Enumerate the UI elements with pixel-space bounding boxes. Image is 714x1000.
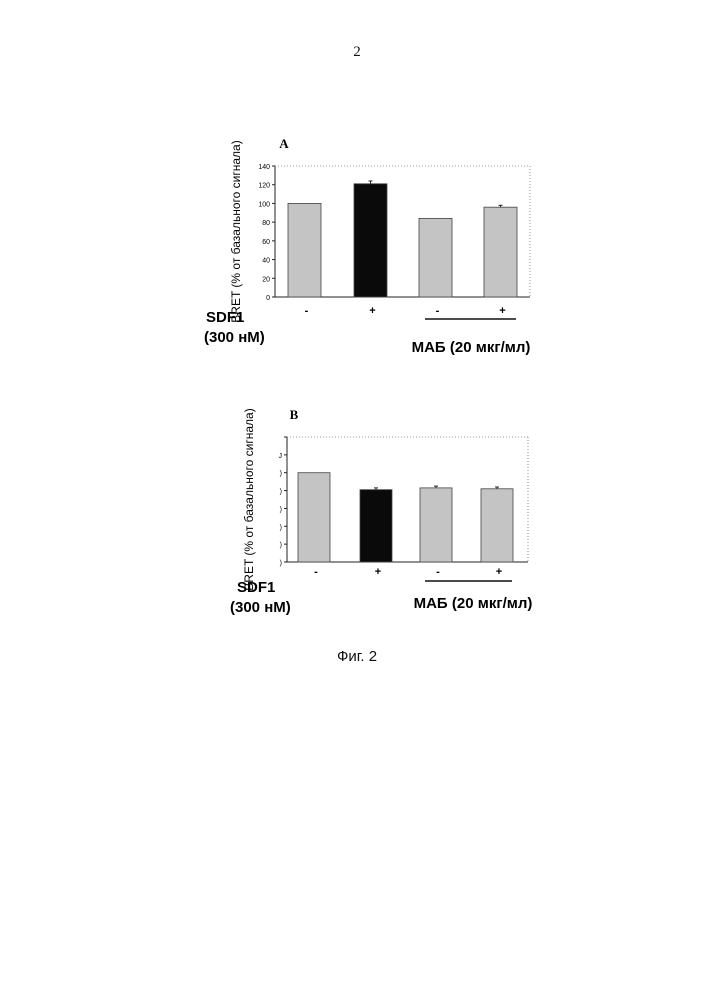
- category-label-a-0: -: [305, 305, 309, 317]
- bar-a-0: [288, 203, 321, 297]
- y-tick-label-b-3: ): [280, 506, 282, 513]
- y-tick-label-a-1: 20: [262, 276, 270, 283]
- factor-conc-a: (300 нМ): [204, 329, 265, 346]
- bar-a-2: [419, 218, 452, 297]
- category-label-a-2: -: [436, 305, 440, 317]
- category-label-b-0: -: [314, 566, 318, 578]
- y-tick-label-b-5: ): [280, 471, 282, 478]
- y-tick-label-b-4: ): [280, 489, 282, 496]
- group-label-b: МАБ (20 мкг/мл): [414, 595, 533, 612]
- category-label-b-1: +: [375, 566, 381, 578]
- bar-b-1: [360, 490, 392, 562]
- y-tick-label-b-6: J: [279, 453, 283, 460]
- bar-b-3: [481, 489, 513, 562]
- y-tick-label-a-0: 0: [266, 295, 270, 302]
- y-axis-title-a: BRET (% от базального сигнала): [229, 140, 243, 322]
- y-tick-label-a-2: 40: [262, 258, 270, 265]
- category-label-a-1: +: [369, 305, 375, 317]
- y-axis-title-b: BRET (% от базального сигнала): [242, 408, 256, 590]
- factor-label-a: SDF1: [206, 309, 244, 326]
- chart-b: B BRET (% от базального сигнала))))))) J - +…: [0, 0, 714, 640]
- y-tick-label-b-0: ): [280, 560, 282, 567]
- bar-b-0: [298, 473, 330, 562]
- page-number: 2: [0, 44, 714, 61]
- panel-label-b: B: [290, 407, 299, 422]
- y-tick-label-a-3: 60: [262, 239, 270, 246]
- panel-label-a: A: [279, 136, 289, 151]
- figure-caption: Фиг. 2: [0, 648, 714, 665]
- y-tick-label-a-7: 140: [258, 164, 270, 171]
- y-tick-label-a-5: 100: [258, 201, 270, 208]
- y-tick-label-b-1: ): [280, 542, 282, 549]
- factor-conc-b: (300 нМ): [230, 599, 291, 616]
- category-label-b-2: -: [436, 566, 440, 578]
- category-label-a-3: +: [499, 305, 505, 317]
- bar-b-2: [420, 488, 452, 562]
- bar-a-1: [354, 184, 387, 297]
- group-label-a: МАБ (20 мкг/мл): [412, 339, 531, 356]
- y-tick-label-b-2: ): [280, 524, 282, 531]
- bar-a-3: [484, 207, 517, 297]
- category-label-b-3: +: [496, 566, 502, 578]
- factor-label-b: SDF1: [237, 579, 275, 596]
- y-tick-label-a-6: 120: [258, 183, 270, 190]
- y-tick-label-a-4: 80: [262, 220, 270, 227]
